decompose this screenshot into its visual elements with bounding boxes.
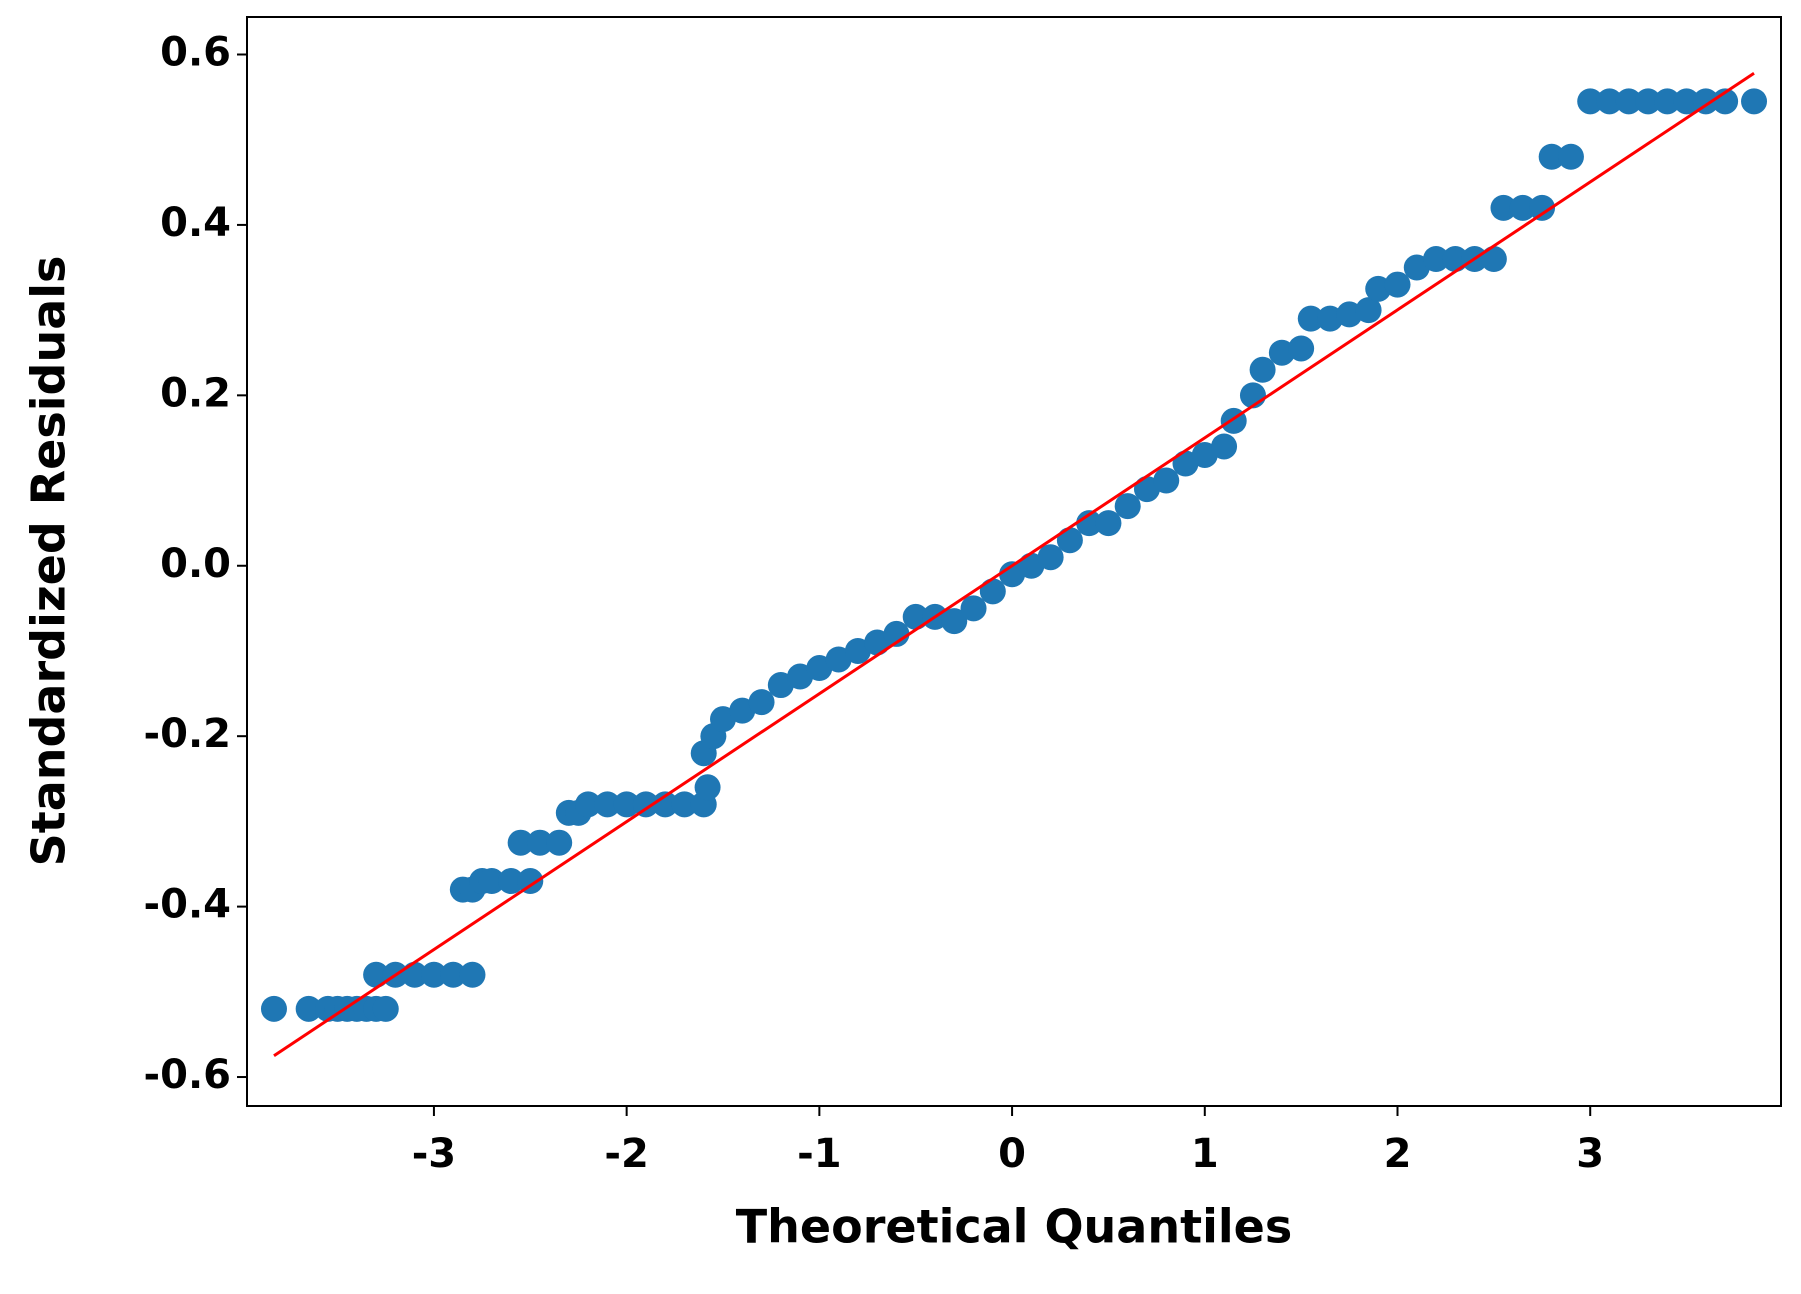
x-tick-label: 0 [998,1131,1026,1177]
point [694,774,721,801]
point [1114,493,1141,520]
point [1423,246,1450,272]
point [1635,88,1662,115]
point [1384,271,1411,298]
x-tick-label: -2 [604,1131,648,1177]
x-tick-label: 3 [1576,1131,1604,1177]
point [1249,356,1276,383]
point [1509,194,1536,221]
point [1538,143,1565,170]
point [1615,88,1642,115]
y-tick-label: 0.2 [160,370,231,416]
point [1654,88,1681,115]
point [498,868,525,895]
point [1095,510,1122,537]
point [440,961,467,988]
point [295,995,322,1022]
point [652,791,679,818]
point [1490,194,1517,221]
point [979,578,1006,605]
x-tick-label: 2 [1384,1131,1412,1177]
y-axis-label: Standardized Residuals [22,256,76,867]
point [1288,335,1315,362]
point [671,791,698,818]
point [613,791,640,818]
point [363,961,390,988]
x-tick-label: -1 [797,1131,841,1177]
point [1480,246,1507,272]
point [575,791,602,818]
point [1355,297,1382,324]
point [1076,510,1103,537]
point [1153,467,1180,494]
point [960,595,987,622]
point [517,868,544,895]
point [1673,88,1700,115]
point [594,791,621,818]
point [1211,433,1238,460]
point [420,961,447,988]
point [1557,143,1584,170]
reference-line [273,71,1755,1057]
y-tick-label: 0.6 [160,29,231,75]
point [546,829,573,856]
point [1596,88,1623,115]
point [748,689,775,716]
point [459,961,486,988]
point [1297,305,1324,332]
point [941,608,968,635]
point [526,829,553,856]
point [372,995,399,1022]
point [1741,88,1768,115]
point [1529,194,1556,221]
y-tick-label: -0.6 [144,1052,231,1098]
point [902,603,929,630]
point [1712,88,1739,115]
y-tick-label: -0.4 [144,882,231,928]
point [632,791,659,818]
point [883,620,910,647]
point [478,868,505,895]
y-tick-label: 0.4 [160,200,231,246]
point [1037,544,1064,571]
x-tick-label: 1 [1191,1131,1219,1177]
x-axis-label: Theoretical Quantiles [736,1200,1292,1254]
plot-frame [246,16,1782,1107]
x-tick-label: -3 [412,1131,456,1177]
y-tick-label: -0.2 [144,711,231,757]
point [260,995,287,1022]
y-tick-label: 0.0 [160,541,231,587]
point [1577,88,1604,115]
point [507,829,534,856]
point [1056,527,1083,554]
